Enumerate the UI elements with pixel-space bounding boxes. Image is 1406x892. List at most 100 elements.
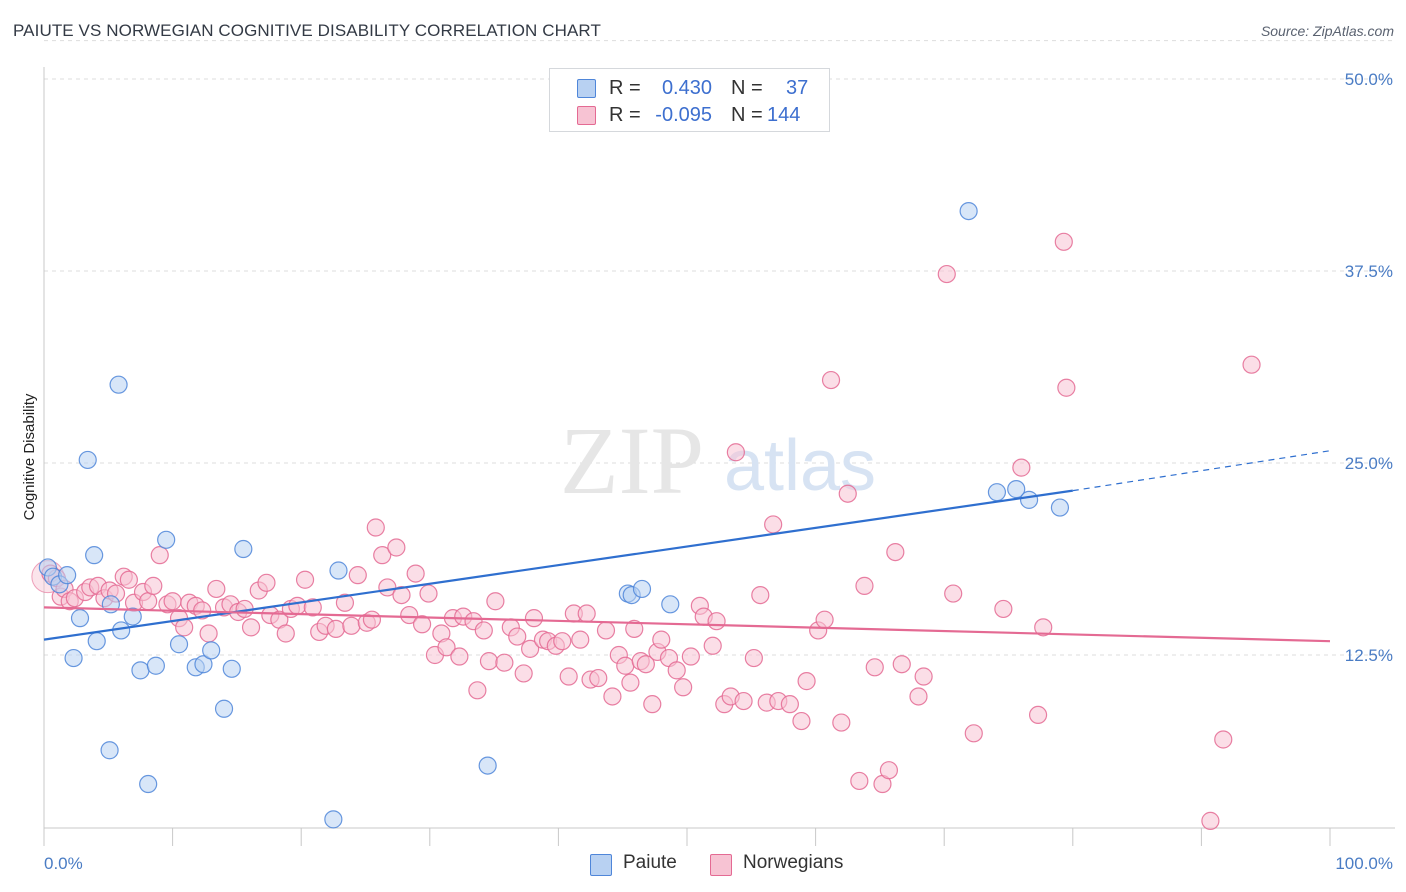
data-point bbox=[144, 576, 163, 595]
data-point bbox=[780, 695, 799, 714]
data-point bbox=[222, 659, 241, 678]
data-point bbox=[362, 610, 382, 629]
data-point bbox=[621, 673, 640, 692]
data-point bbox=[797, 672, 816, 691]
data-point bbox=[1007, 480, 1026, 499]
data-point bbox=[303, 598, 322, 617]
data-point bbox=[850, 771, 869, 791]
data-point bbox=[324, 810, 343, 829]
data-point bbox=[632, 579, 652, 599]
data-point bbox=[119, 570, 138, 589]
data-point bbox=[661, 595, 680, 614]
data-point bbox=[146, 656, 165, 675]
data-point bbox=[412, 615, 432, 634]
data-point bbox=[479, 652, 499, 671]
data-point bbox=[521, 639, 540, 658]
norwegians-trend-line bbox=[43, 606, 1331, 643]
legend-row-norwegians: R = -0.095 N = 144 bbox=[550, 102, 829, 128]
paiute-trend-line bbox=[43, 489, 1073, 641]
grid-lines bbox=[44, 40, 1395, 656]
data-point bbox=[1214, 730, 1233, 749]
data-point bbox=[474, 621, 493, 640]
n-value: 144 bbox=[767, 104, 801, 126]
data-point bbox=[603, 687, 622, 706]
data-point bbox=[838, 484, 857, 503]
data-point bbox=[514, 664, 533, 683]
data-point bbox=[707, 612, 726, 631]
data-point bbox=[163, 592, 182, 611]
data-point bbox=[288, 596, 307, 615]
data-point bbox=[1054, 232, 1073, 251]
data-point bbox=[643, 695, 662, 714]
data-point bbox=[175, 618, 194, 637]
data-point bbox=[150, 546, 169, 565]
data-point bbox=[295, 570, 315, 589]
data-point bbox=[169, 635, 189, 654]
data-point bbox=[335, 593, 355, 612]
legend-label: Paiute bbox=[623, 852, 677, 873]
data-point bbox=[1050, 498, 1070, 517]
chart-title: PAIUTE VS NORWEGIAN COGNITIVE DISABILITY… bbox=[13, 21, 601, 40]
data-point bbox=[109, 375, 128, 394]
data-point bbox=[406, 564, 425, 583]
y-tick-label: 25.0% bbox=[1345, 454, 1393, 473]
data-point bbox=[964, 724, 983, 743]
data-point bbox=[987, 483, 1007, 502]
data-point bbox=[944, 584, 963, 603]
data-point bbox=[909, 687, 928, 706]
data-point bbox=[199, 624, 218, 643]
data-point bbox=[348, 566, 367, 585]
data-point bbox=[1057, 378, 1076, 397]
y-axis-label: Cognitive Disability bbox=[21, 393, 38, 520]
watermark-zip: ZIP bbox=[560, 407, 704, 514]
data-point bbox=[468, 681, 487, 700]
data-point bbox=[378, 578, 397, 597]
data-point bbox=[994, 599, 1013, 619]
data-point bbox=[234, 539, 253, 559]
data-point bbox=[1028, 705, 1048, 725]
data-point bbox=[577, 604, 596, 623]
data-point bbox=[674, 678, 693, 697]
data-point bbox=[326, 619, 346, 638]
data-point bbox=[681, 647, 700, 666]
data-point bbox=[886, 542, 905, 562]
data-point bbox=[78, 450, 97, 470]
source-label: Source: ZipAtlas.com bbox=[1260, 23, 1394, 39]
data-point bbox=[821, 370, 841, 390]
paiute-trend-extension bbox=[1072, 450, 1331, 492]
data-point bbox=[524, 609, 544, 628]
data-point bbox=[726, 443, 745, 462]
data-point bbox=[1012, 458, 1031, 477]
norwegians-swatch bbox=[710, 854, 732, 876]
data-point bbox=[636, 655, 655, 674]
data-point bbox=[892, 655, 911, 674]
data-point bbox=[559, 667, 578, 686]
data-point bbox=[450, 647, 469, 666]
data-point bbox=[85, 546, 104, 565]
r-label: R = bbox=[609, 104, 641, 126]
x-tick-label: 0.0% bbox=[44, 854, 83, 873]
axes bbox=[43, 67, 1395, 846]
data-point bbox=[703, 636, 722, 655]
data-point bbox=[879, 761, 899, 780]
norwegians-swatch bbox=[577, 106, 596, 125]
data-point bbox=[437, 638, 456, 657]
data-point bbox=[589, 668, 608, 688]
data-point bbox=[123, 607, 142, 626]
data-point bbox=[571, 630, 590, 649]
data-point bbox=[744, 648, 763, 668]
data-point bbox=[616, 656, 635, 675]
data-point bbox=[764, 515, 783, 534]
data-point bbox=[832, 713, 851, 732]
data-point bbox=[139, 774, 158, 794]
data-point bbox=[865, 658, 884, 677]
data-point bbox=[70, 609, 90, 628]
data-point bbox=[508, 627, 527, 646]
data-point bbox=[373, 546, 392, 565]
data-point bbox=[495, 653, 514, 672]
tick-labels: 12.5% 25.0% 37.5% 50.0% 0.0% 100.0% bbox=[44, 70, 1393, 873]
data-point bbox=[194, 655, 213, 674]
data-point bbox=[486, 592, 505, 611]
data-point bbox=[734, 691, 753, 711]
data-point bbox=[792, 711, 811, 731]
